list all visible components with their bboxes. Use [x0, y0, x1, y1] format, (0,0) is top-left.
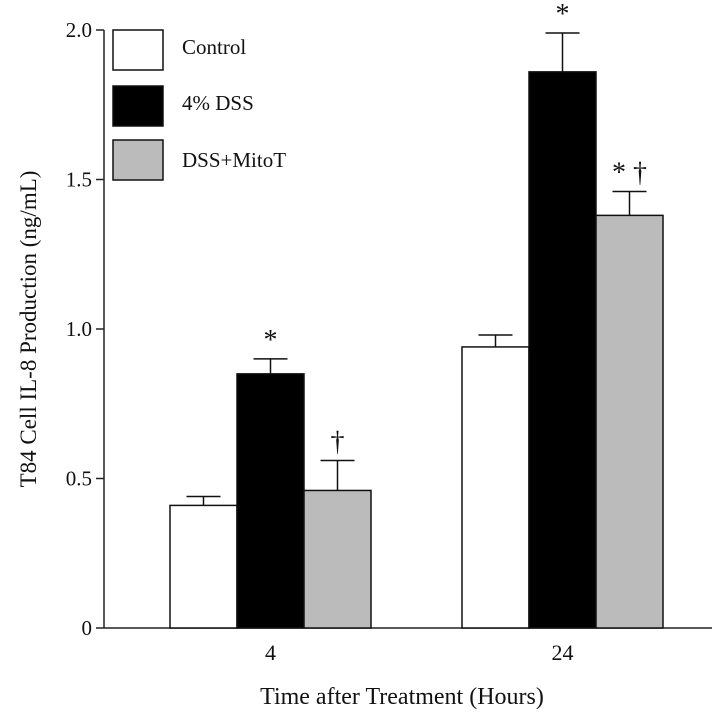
- x-tick-label: 24: [552, 640, 574, 665]
- legend-swatch-dss: [112, 85, 164, 127]
- bar: [528, 71, 597, 629]
- x-tick-label: 4: [265, 640, 276, 665]
- legend-label-mitot: DSS+MitoT: [182, 148, 286, 172]
- legend: Control 4% DSS DSS+MitoT: [112, 29, 286, 181]
- bars: * † * * †: [169, 0, 664, 629]
- legend-swatch-control: [112, 29, 164, 71]
- y-axis-label: T84 Cell IL-8 Production (ng/mL): [16, 171, 41, 488]
- y-tick-label: 1.5: [66, 168, 92, 192]
- legend-swatch-mitot: [112, 139, 164, 181]
- bar: [236, 373, 305, 629]
- legend-label-control: Control: [182, 35, 246, 59]
- bar: [595, 214, 664, 629]
- y-tick-label: 2.0: [66, 18, 92, 42]
- significance-marker: * †: [612, 157, 647, 188]
- significance-marker: *: [264, 325, 278, 356]
- y-tick-label: 0.5: [66, 467, 92, 491]
- bar: [303, 489, 372, 629]
- y-tick-label: 0: [82, 616, 93, 640]
- x-axis-label: Time after Treatment (Hours): [260, 684, 544, 710]
- y-ticks: 0 0.5 1.0 1.5 2.0: [66, 18, 104, 640]
- x-ticks: 4 24: [265, 640, 574, 665]
- bar: [461, 346, 530, 629]
- significance-marker: *: [556, 0, 570, 30]
- significance-marker: †: [331, 427, 345, 458]
- bar: [169, 504, 238, 629]
- legend-label-dss: 4% DSS: [182, 91, 254, 115]
- y-tick-label: 1.0: [66, 317, 92, 341]
